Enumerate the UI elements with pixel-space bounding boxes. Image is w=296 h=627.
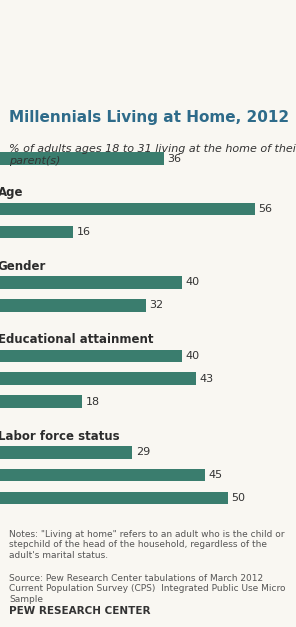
Text: Source: Pew Research Center tabulations of March 2012
Current Population Survey : Source: Pew Research Center tabulations … <box>9 574 285 604</box>
Bar <box>0 299 146 312</box>
Text: PEW RESEARCH CENTER: PEW RESEARCH CENTER <box>9 606 150 616</box>
Text: 40: 40 <box>186 278 200 287</box>
Text: 32: 32 <box>149 300 163 310</box>
Bar <box>0 350 182 362</box>
Text: Millennials Living at Home, 2012: Millennials Living at Home, 2012 <box>9 110 289 125</box>
Text: % of adults ages 18 to 31 living at the home of their
parent(s): % of adults ages 18 to 31 living at the … <box>9 144 296 166</box>
Bar <box>0 372 196 385</box>
Bar <box>0 446 132 458</box>
Text: Age: Age <box>0 186 23 199</box>
Bar <box>0 276 182 289</box>
Text: Notes: "Living at home" refers to an adult who is the child or
stepchild of the : Notes: "Living at home" refers to an adu… <box>9 530 284 560</box>
Text: 50: 50 <box>231 493 245 503</box>
Text: 56: 56 <box>259 204 273 214</box>
Text: 40: 40 <box>186 351 200 361</box>
Text: Educational attainment: Educational attainment <box>0 334 153 346</box>
Text: Labor force status: Labor force status <box>0 429 119 443</box>
Bar <box>0 226 73 238</box>
Bar <box>0 469 205 482</box>
Bar <box>0 203 255 215</box>
Bar <box>0 152 164 165</box>
Bar <box>0 396 82 408</box>
Text: Gender: Gender <box>0 260 46 273</box>
Text: 36: 36 <box>168 154 181 164</box>
Text: 18: 18 <box>86 397 100 407</box>
Bar <box>0 492 228 504</box>
Text: 29: 29 <box>136 447 150 457</box>
Text: 45: 45 <box>209 470 223 480</box>
Text: 43: 43 <box>200 374 214 384</box>
Text: 16: 16 <box>76 227 91 237</box>
